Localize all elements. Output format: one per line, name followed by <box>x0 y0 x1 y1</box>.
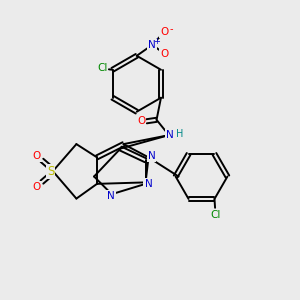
Text: -: - <box>169 24 173 34</box>
Text: Cl: Cl <box>210 209 220 220</box>
Text: O: O <box>32 151 41 161</box>
Text: N: N <box>144 179 152 189</box>
Text: +: + <box>154 37 160 46</box>
Text: O: O <box>160 49 169 59</box>
Text: O: O <box>32 182 41 191</box>
Text: N: N <box>107 190 115 201</box>
Text: O: O <box>137 116 146 126</box>
Text: S: S <box>47 165 54 178</box>
Text: N: N <box>148 151 155 161</box>
Text: N: N <box>166 130 173 140</box>
Text: H: H <box>176 129 183 139</box>
Text: O: O <box>160 27 169 37</box>
Text: N: N <box>148 40 156 50</box>
Text: Cl: Cl <box>97 63 107 73</box>
Text: N: N <box>145 179 152 189</box>
